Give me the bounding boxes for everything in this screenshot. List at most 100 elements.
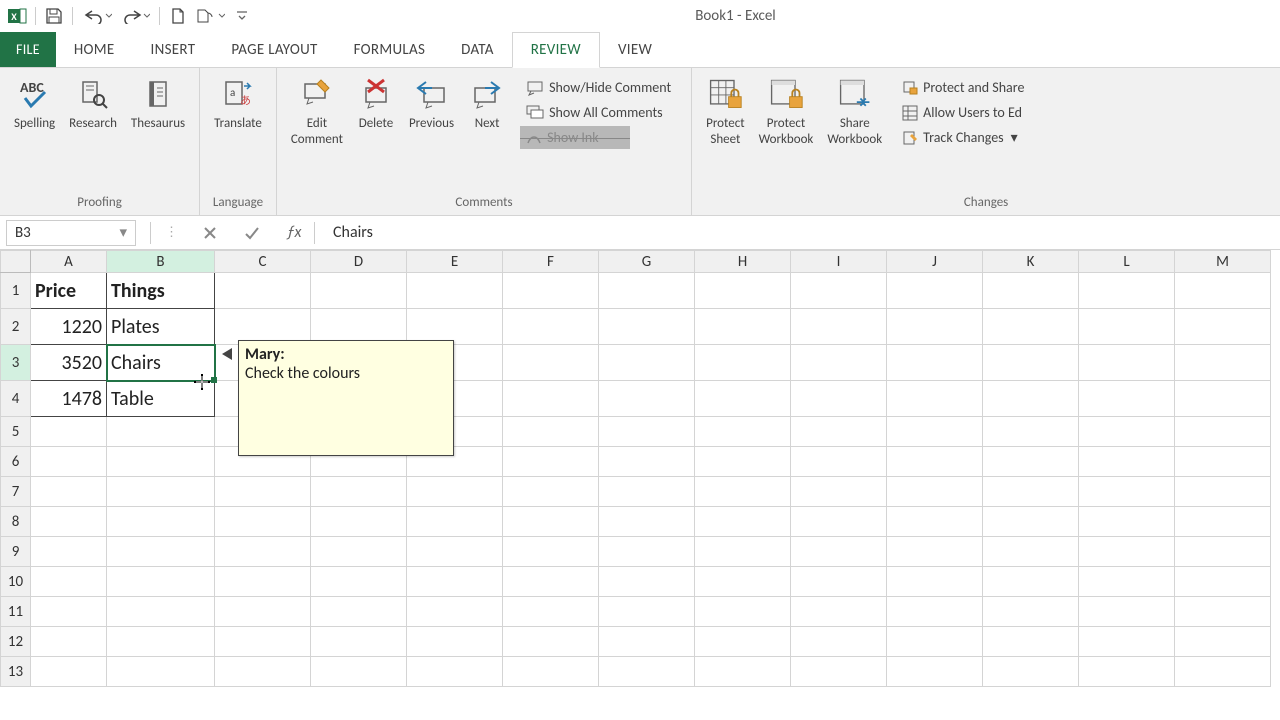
cell[interactable] bbox=[503, 309, 599, 345]
column-header[interactable]: B bbox=[107, 251, 215, 273]
undo-icon[interactable] bbox=[80, 5, 114, 27]
save-icon[interactable] bbox=[43, 5, 65, 27]
tab-insert[interactable]: INSERT bbox=[133, 33, 214, 67]
cell[interactable] bbox=[887, 309, 983, 345]
show-all-comments-button[interactable]: Show All Comments bbox=[520, 101, 677, 124]
cell[interactable] bbox=[791, 477, 887, 507]
protect-sheet-button[interactable]: Protect Sheet bbox=[700, 72, 750, 151]
spelling-button[interactable]: ABC Spelling bbox=[8, 72, 61, 136]
cell[interactable] bbox=[503, 345, 599, 381]
cell[interactable] bbox=[215, 597, 311, 627]
excel-app-icon[interactable]: X bbox=[6, 5, 28, 27]
cell[interactable] bbox=[407, 537, 503, 567]
cell[interactable] bbox=[107, 447, 215, 477]
allow-users-button[interactable]: Allow Users to Ed bbox=[896, 101, 1030, 124]
cell[interactable] bbox=[1079, 447, 1175, 477]
cell[interactable] bbox=[599, 309, 695, 345]
protect-workbook-button[interactable]: Protect Workbook bbox=[753, 72, 820, 151]
cell[interactable] bbox=[695, 381, 791, 417]
cell[interactable] bbox=[1079, 537, 1175, 567]
cell[interactable] bbox=[1175, 381, 1271, 417]
row-header[interactable]: 5 bbox=[1, 417, 31, 447]
cell[interactable] bbox=[503, 477, 599, 507]
cell[interactable] bbox=[503, 657, 599, 687]
cell[interactable] bbox=[311, 537, 407, 567]
cell[interactable] bbox=[503, 507, 599, 537]
cell[interactable] bbox=[31, 567, 107, 597]
formula-input[interactable]: Chairs bbox=[323, 223, 1280, 242]
cell[interactable] bbox=[887, 567, 983, 597]
row-header[interactable]: 9 bbox=[1, 537, 31, 567]
cell[interactable] bbox=[983, 447, 1079, 477]
cell[interactable] bbox=[107, 657, 215, 687]
row-header[interactable]: 6 bbox=[1, 447, 31, 477]
chevron-down-icon[interactable]: ▾ bbox=[119, 223, 127, 242]
redo-icon[interactable] bbox=[118, 5, 152, 27]
cell[interactable] bbox=[215, 273, 311, 309]
cell[interactable] bbox=[791, 627, 887, 657]
cell[interactable] bbox=[695, 477, 791, 507]
cell[interactable] bbox=[311, 627, 407, 657]
touch-mode-icon[interactable] bbox=[193, 5, 227, 27]
cell[interactable]: 1478 bbox=[31, 381, 107, 417]
tab-formulas[interactable]: FORMULAS bbox=[336, 33, 444, 67]
cell[interactable] bbox=[599, 477, 695, 507]
cell[interactable] bbox=[1079, 567, 1175, 597]
cell[interactable] bbox=[407, 657, 503, 687]
cell[interactable] bbox=[1175, 477, 1271, 507]
cell[interactable] bbox=[215, 567, 311, 597]
cell[interactable] bbox=[407, 567, 503, 597]
cell[interactable] bbox=[887, 477, 983, 507]
cell[interactable] bbox=[407, 507, 503, 537]
cell[interactable] bbox=[887, 381, 983, 417]
cell[interactable] bbox=[31, 447, 107, 477]
cell[interactable] bbox=[887, 447, 983, 477]
tab-view[interactable]: VIEW bbox=[600, 33, 670, 67]
enter-formula-icon[interactable] bbox=[240, 221, 264, 245]
cell[interactable] bbox=[107, 597, 215, 627]
cell[interactable] bbox=[599, 567, 695, 597]
row-header[interactable]: 2 bbox=[1, 309, 31, 345]
cell[interactable] bbox=[31, 477, 107, 507]
translate-button[interactable]: aあ Translate bbox=[208, 72, 268, 136]
cell[interactable] bbox=[983, 597, 1079, 627]
cell[interactable] bbox=[695, 507, 791, 537]
cell[interactable] bbox=[1175, 597, 1271, 627]
cell[interactable] bbox=[1079, 381, 1175, 417]
cell[interactable]: Things bbox=[107, 273, 215, 309]
cell[interactable]: Chairs bbox=[107, 345, 215, 381]
cell[interactable] bbox=[695, 537, 791, 567]
cell[interactable] bbox=[887, 345, 983, 381]
delete-comment-button[interactable]: Delete bbox=[351, 72, 401, 136]
research-button[interactable]: Research bbox=[63, 72, 123, 136]
row-header[interactable]: 12 bbox=[1, 627, 31, 657]
cell[interactable] bbox=[791, 447, 887, 477]
cell[interactable]: Table bbox=[107, 381, 215, 417]
cell[interactable] bbox=[695, 447, 791, 477]
cell[interactable] bbox=[695, 345, 791, 381]
column-header[interactable]: E bbox=[407, 251, 503, 273]
show-hide-comment-button[interactable]: Show/Hide Comment bbox=[520, 76, 677, 99]
cell[interactable] bbox=[31, 627, 107, 657]
cell[interactable] bbox=[1079, 657, 1175, 687]
cell[interactable] bbox=[107, 537, 215, 567]
cell[interactable] bbox=[791, 567, 887, 597]
edit-comment-button[interactable]: Edit Comment bbox=[285, 72, 349, 151]
cell[interactable] bbox=[1175, 309, 1271, 345]
cell[interactable] bbox=[311, 477, 407, 507]
column-header[interactable]: L bbox=[1079, 251, 1175, 273]
column-header[interactable]: J bbox=[887, 251, 983, 273]
cell[interactable] bbox=[107, 627, 215, 657]
cell[interactable] bbox=[887, 507, 983, 537]
row-header[interactable]: 7 bbox=[1, 477, 31, 507]
cell[interactable] bbox=[1079, 627, 1175, 657]
column-header[interactable]: D bbox=[311, 251, 407, 273]
row-header[interactable]: 4 bbox=[1, 381, 31, 417]
column-header[interactable]: I bbox=[791, 251, 887, 273]
cell[interactable] bbox=[599, 273, 695, 309]
cell[interactable] bbox=[503, 537, 599, 567]
cell[interactable] bbox=[1079, 309, 1175, 345]
cell[interactable] bbox=[599, 657, 695, 687]
row-header[interactable]: 8 bbox=[1, 507, 31, 537]
cell[interactable] bbox=[311, 273, 407, 309]
